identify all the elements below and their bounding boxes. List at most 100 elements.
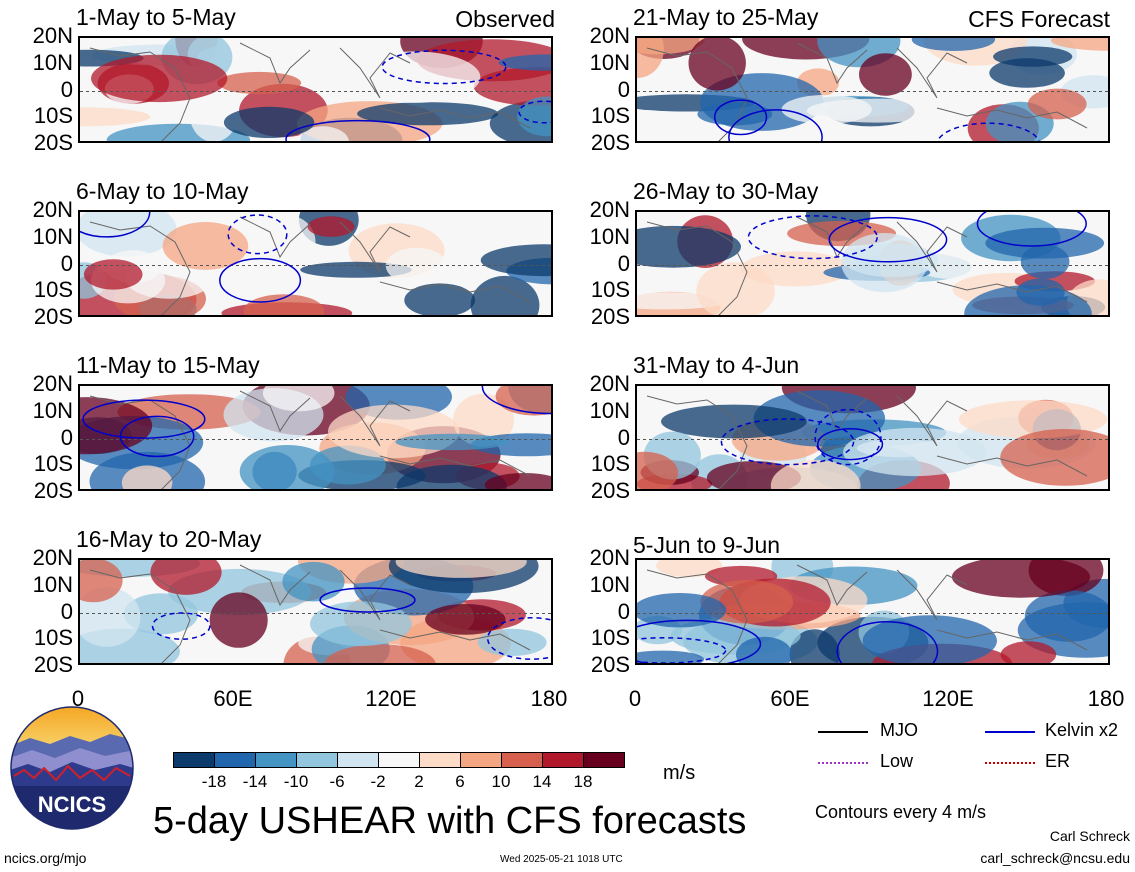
legend-label-kelvin: Kelvin x2 [1045,720,1119,740]
legend-label-low: Low [880,751,914,771]
lat-label: 0 [617,250,630,276]
colorbar-tick: 10 [491,772,511,791]
legend-label-mjo: MJO [880,720,918,740]
colorbar-tick: 14 [532,772,552,791]
colorbar-tick: 6 [455,772,465,791]
lat-label: 20N [589,545,630,570]
legend-line-low [818,762,868,764]
lat-label: 20S [33,304,73,329]
legend-line-kelvin [985,731,1035,733]
colorbar-swatch [173,752,215,768]
observed-map-2 [78,210,553,317]
footer-author: Carl Schreck [1049,828,1130,844]
lat-label: 10N [589,49,630,75]
panel-title-obs-1: 1-May to 5-May [76,4,236,30]
colorbar-tick: -6 [329,772,345,791]
colorbar-swatch [501,752,543,768]
lat-label: 10S [33,625,73,651]
footer-url: ncics.org/mjo [4,850,87,866]
lat-label: 10N [589,571,630,597]
lat-label: 0 [617,598,630,624]
lat-label: 0 [60,250,73,276]
colorbar-tick: 18 [573,772,593,791]
lon-label-0-r: 0 [628,686,642,711]
panel-title-fc-3: 31-May to 4-Jun [633,352,800,378]
lat-label: 10S [590,277,630,303]
observed-map-4 [78,558,553,665]
lat-label: 20S [590,130,630,155]
forecast-map-4 [635,558,1110,665]
lat-label: 20S [590,652,630,677]
colorbar-swatch [255,752,297,768]
colorbar-swatch [460,752,502,768]
observed-map-3 [78,384,553,491]
lat-label: 10N [589,397,630,423]
colorbar-tick: -2 [370,772,386,791]
lat-label: 10S [33,103,73,129]
lat-label: 10N [32,397,73,423]
lon-label-60e: 60E [213,686,253,711]
lat-label: 20S [590,478,630,503]
colorbar-swatch [296,752,338,768]
lat-label: 10S [33,277,73,303]
legend-label-er: ER [1045,751,1071,771]
lat-label: 20N [589,23,630,48]
observed-tag: Observed [455,6,555,32]
lat-label: 10S [590,103,630,129]
lat-label: 0 [617,424,630,450]
lon-label-120e: 120E [365,686,417,711]
lat-label: 10S [33,451,73,477]
lon-label-0: 0 [71,686,85,711]
footer-timestamp: Wed 2025-05-21 1018 UTC [500,854,623,865]
colorbar-swatch [378,752,420,768]
lat-label: 20S [590,304,630,329]
lon-label-180-r: 180 [1087,686,1125,711]
panel-title-obs-2: 6-May to 10-May [76,178,249,204]
colorbar-tick: -10 [283,772,309,791]
legend-line-er [985,762,1035,764]
colorbar-swatch [542,752,584,768]
lat-label: 10S [590,625,630,651]
lat-label: 10N [32,49,73,75]
footer-email: carl_schreck@ncsu.edu [980,850,1130,866]
lon-label-180: 180 [530,686,568,711]
colorbar-swatch [419,752,461,768]
lat-label: 10N [32,571,73,597]
colorbar-tick: 2 [414,772,424,791]
forecast-map-1 [635,36,1110,143]
logo-text: NCICS [38,792,106,817]
colorbar-units: m/s [663,762,696,784]
lat-label: 0 [60,424,73,450]
lat-label: 0 [60,76,73,102]
lat-label: 20N [32,23,73,48]
main-title: 5-day USHEAR with CFS forecasts [153,800,747,842]
colorbar-swatch [337,752,379,768]
contours-note: Contours every 4 m/s [815,802,987,822]
legend-line-mjo [818,731,868,733]
forecast-tag: CFS Forecast [968,6,1110,32]
panel-title-fc-1: 21-May to 25-May [633,4,819,30]
lat-label: 20S [33,652,73,677]
colorbar-swatch [583,752,625,768]
forecast-map-3 [635,384,1110,491]
observed-map-1 [78,36,553,143]
lat-label: 20N [32,545,73,570]
lat-label: 0 [617,76,630,102]
lat-label: 20N [32,197,73,222]
panel-title-fc-4: 5-Jun to 9-Jun [633,532,781,558]
forecast-map-2 [635,210,1110,317]
lat-label: 20N [32,371,73,396]
panel-title-obs-4: 16-May to 20-May [76,526,262,552]
lat-label: 20S [33,130,73,155]
colorbar-swatch [214,752,256,768]
lat-label: 10S [590,451,630,477]
lat-label: 20N [589,197,630,222]
lon-label-120e-r: 120E [922,686,974,711]
colorbar-tick: -18 [201,772,227,791]
lon-label-60e-r: 60E [770,686,810,711]
panel-title-obs-3: 11-May to 15-May [76,352,260,378]
lat-label: 20N [589,371,630,396]
lat-label: 10N [589,223,630,249]
ncics-logo: NCICS [10,706,134,830]
panel-title-fc-2: 26-May to 30-May [633,178,819,204]
